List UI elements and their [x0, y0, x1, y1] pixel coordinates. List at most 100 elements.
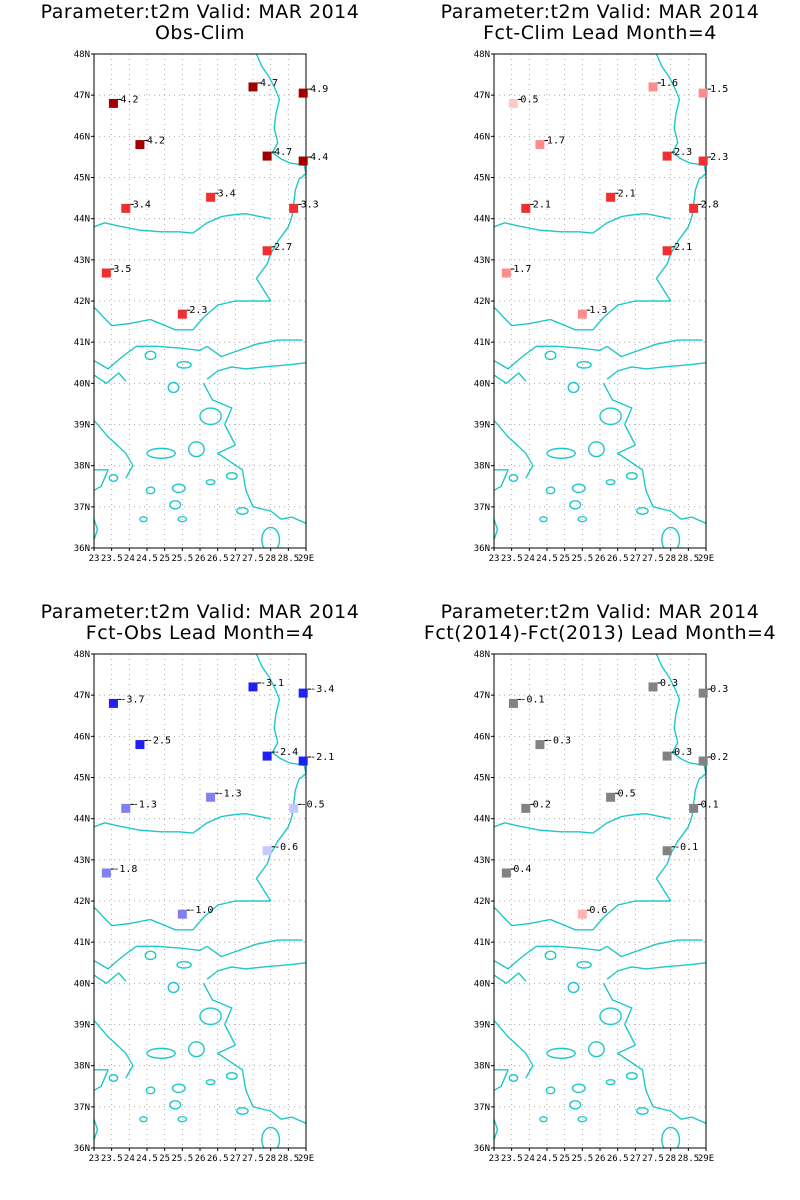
lat-tick-label: 41N	[474, 938, 490, 948]
island-outline	[144, 350, 157, 361]
station-value-label: 0.1	[701, 799, 719, 810]
lon-tick-label: 29E	[698, 554, 714, 564]
station-markers: 4.2 4.2 4.7 4.9 4.7 4.4 3.4 3.4 3.3 2.7 3.5 2.3	[101, 78, 328, 319]
island-outline	[199, 407, 222, 426]
lat-tick-label: 40N	[74, 979, 90, 989]
lon-tick-label: 28	[265, 554, 276, 564]
station-value-label: 2.1	[533, 199, 551, 210]
station-marker	[101, 868, 111, 878]
coastline	[94, 300, 271, 331]
station-value-label: -3.4	[310, 684, 334, 695]
lon-tick-label: 27	[230, 1154, 241, 1164]
station-value-label: 0.4	[513, 864, 531, 875]
coastline	[255, 54, 305, 166]
coastlines	[94, 54, 306, 548]
lon-tick-label: 29E	[298, 554, 314, 564]
coastline	[606, 362, 706, 380]
coastline	[94, 345, 208, 370]
station-marker	[508, 698, 518, 708]
lon-tick-label: 29E	[698, 1154, 714, 1164]
lat-tick-label: 36N	[474, 1144, 490, 1154]
station-marker	[135, 140, 145, 150]
lon-tick-label: 26.5	[607, 554, 629, 564]
station-marker	[289, 803, 299, 813]
station-marker	[662, 151, 672, 161]
station-marker	[262, 151, 272, 161]
lat-tick-label: 45N	[474, 774, 490, 784]
lat-tick-label: 39N	[474, 421, 490, 431]
station-marker	[606, 792, 616, 802]
station-value-label: -2.4	[274, 747, 298, 758]
island-outline	[569, 1099, 582, 1110]
island-outline	[539, 1116, 548, 1123]
island-outline	[176, 360, 192, 369]
island-outline	[576, 360, 592, 369]
island-outline	[576, 960, 592, 969]
lon-tick-label: 23	[89, 554, 100, 564]
lon-tick-label: 27.5	[642, 1154, 664, 1164]
lat-tick-label: 41N	[74, 938, 90, 948]
lon-tick-label: 28.5	[677, 554, 699, 564]
lon-tick-label: 23	[489, 554, 500, 564]
lat-tick-label: 38N	[74, 462, 90, 472]
station-value-label: -0.5	[301, 799, 325, 810]
station-marker	[689, 803, 699, 813]
island-outline	[139, 1116, 148, 1123]
island-outline	[567, 381, 580, 394]
panel-subtitle: Obs-Clim	[154, 22, 246, 44]
lat-tick-label: 45N	[74, 174, 90, 184]
island-outline	[545, 1086, 556, 1095]
lat-tick-label: 47N	[474, 91, 490, 101]
island-outline	[599, 1007, 622, 1026]
island-outline	[661, 1126, 681, 1148]
island-outline	[167, 981, 180, 994]
lon-tick-label: 24.5	[536, 1154, 558, 1164]
island-outline	[605, 1078, 616, 1086]
lon-tick-label: 27	[630, 554, 641, 564]
lat-tick-label: 41N	[474, 338, 490, 348]
lon-tick-label: 28.5	[277, 1154, 299, 1164]
lat-tick-label: 36N	[474, 544, 490, 554]
island-outline	[225, 471, 238, 480]
station-marker	[101, 268, 111, 278]
station-value-label: 1.7	[513, 264, 531, 275]
coastline	[494, 812, 671, 834]
lat-tick-label: 38N	[474, 462, 490, 472]
panel-title: Parameter:t2m Valid: MAR 2014	[40, 601, 360, 623]
island-outline	[171, 1083, 186, 1094]
lat-tick-label: 42N	[474, 897, 490, 907]
lat-tick-label: 41N	[74, 338, 90, 348]
map-panel-2: Parameter:t2m Valid: MAR 2014 Fct-Clim Le…	[400, 0, 800, 600]
coastline	[494, 1019, 534, 1079]
station-value-label: -0.1	[674, 842, 698, 853]
lon-tick-label: 25	[559, 1154, 570, 1164]
station-value-label: 3.5	[113, 264, 131, 275]
lon-tick-label: 24.5	[136, 1154, 158, 1164]
lon-tick-label: 25	[559, 554, 570, 564]
lon-tick-label: 26.5	[207, 1154, 229, 1164]
island-outline	[145, 486, 156, 495]
coastline	[494, 300, 671, 331]
island-outline	[577, 1116, 588, 1123]
coastline	[206, 939, 303, 958]
panel-subtitle: Fct(2014)-Fct(2013) Lead Month=4	[423, 622, 777, 644]
island-outline	[587, 1041, 605, 1058]
station-value-label: 4.2	[147, 136, 165, 147]
station-value-label: 0.3	[710, 684, 728, 695]
lon-tick-label: 27	[230, 554, 241, 564]
lon-tick-label: 27	[630, 1154, 641, 1164]
island-outline	[587, 441, 605, 458]
station-marker	[698, 156, 708, 166]
station-value-label: 1.5	[710, 84, 728, 95]
coastline	[494, 900, 671, 931]
lat-tick-label: 45N	[474, 174, 490, 184]
lat-tick-label: 44N	[74, 815, 90, 825]
map-canvas: 48N47N46N45N44N43N42N41N40N39N38N37N36N2…	[474, 50, 729, 564]
lat-tick-label: 37N	[74, 1103, 90, 1113]
graticule	[94, 54, 306, 548]
panel-title: Parameter:t2m Valid: MAR 2014	[440, 1, 760, 23]
coastline	[202, 982, 306, 1124]
lon-tick-label: 25.5	[171, 1154, 193, 1164]
lon-tick-label: 26	[595, 554, 606, 564]
station-value-label: -2.5	[147, 736, 171, 747]
